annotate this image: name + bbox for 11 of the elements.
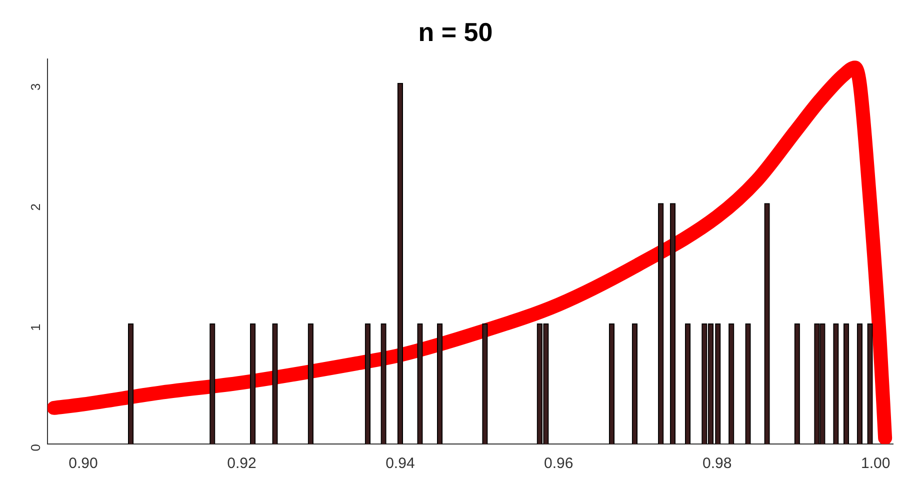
x-tick-label: 0.94 (386, 455, 415, 472)
x-tick-label: 0.96 (544, 455, 574, 472)
y-tick-label: 2 (28, 204, 44, 211)
x-tick-label: 1.00 (860, 455, 890, 472)
x-tick-label: 0.98 (702, 455, 732, 472)
y-tick-label: 0 (28, 444, 44, 452)
x-tick-label: 0.90 (68, 455, 98, 472)
chart-title: n = 50 (418, 16, 493, 47)
y-tick-label: 1 (28, 324, 44, 331)
y-tick-label: 3 (28, 83, 44, 90)
x-tick-label: 0.92 (227, 455, 256, 472)
